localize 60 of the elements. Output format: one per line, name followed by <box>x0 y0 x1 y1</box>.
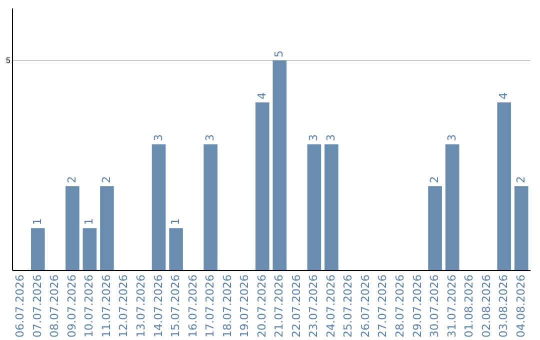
x-tick-label: 23.07.2026 <box>307 274 320 338</box>
data-label: 1 <box>30 218 44 226</box>
x-tick-label: 19.07.2026 <box>238 274 252 338</box>
bar <box>255 102 270 270</box>
x-tick-label: 02.08.2026 <box>480 274 493 338</box>
data-label: 2 <box>428 176 442 184</box>
bar <box>82 228 97 270</box>
x-tick-label: 14.07.2026 <box>152 274 165 338</box>
x-tick-label: 03.08.2026 <box>497 274 510 338</box>
bar <box>445 144 460 270</box>
data-label: 1 <box>82 218 96 226</box>
data-label: 3 <box>152 134 165 142</box>
x-tick-label: 16.07.2026 <box>186 274 200 338</box>
x-tick-label: 08.07.2026 <box>48 274 62 338</box>
x-tick-label: 25.07.2026 <box>342 274 355 338</box>
data-label: 3 <box>204 134 217 142</box>
x-tick-label: 06.07.2026 <box>14 274 27 338</box>
x-tick-label: 26.07.2026 <box>358 274 372 338</box>
data-label: 1 <box>169 218 182 226</box>
data-label: 4 <box>255 92 268 100</box>
bar <box>428 186 442 270</box>
x-tick-label: 24.07.2026 <box>324 274 338 338</box>
x-tick-label: 09.07.2026 <box>65 274 78 338</box>
x-tick-label: 18.07.2026 <box>220 274 234 338</box>
x-tick-label: 22.07.2026 <box>290 274 303 338</box>
data-label: 3 <box>307 134 320 142</box>
bar <box>204 144 218 270</box>
x-tick-label: 01.08.2026 <box>462 274 476 338</box>
bar <box>169 228 183 270</box>
x-tick-label: 15.07.2026 <box>169 274 182 338</box>
bar <box>30 228 45 270</box>
x-tick-label: 12.07.2026 <box>117 274 130 338</box>
bar <box>324 144 338 270</box>
data-label: 5 <box>272 50 286 58</box>
x-tick-label: 07.07.2026 <box>30 274 44 338</box>
x-tick-label: 11.07.2026 <box>100 274 113 338</box>
data-label: 3 <box>324 134 338 142</box>
bar <box>66 186 80 270</box>
bar <box>152 144 166 270</box>
x-tick-label: 30.07.2026 <box>428 274 442 338</box>
data-label: 2 <box>65 176 78 184</box>
x-tick-label: 28.07.2026 <box>394 274 406 338</box>
x-tick-label: 17.07.2026 <box>204 274 217 338</box>
data-label: 4 <box>497 92 510 100</box>
x-tick-label: 04.08.2026 <box>514 274 528 338</box>
x-tick-label: 10.07.2026 <box>82 274 96 338</box>
bar <box>497 102 512 270</box>
x-tick-label: 21.07.2026 <box>272 274 286 338</box>
data-label: 2 <box>514 176 528 184</box>
bar <box>307 144 322 270</box>
x-tick-label: 27.07.2026 <box>376 274 390 338</box>
bar <box>272 60 287 270</box>
x-tick-label: 31.07.2026 <box>445 274 458 338</box>
bar <box>514 186 528 270</box>
x-tick-label: 29.07.2026 <box>410 274 424 338</box>
data-label: 3 <box>445 134 458 142</box>
x-tick-label: 13.07.2026 <box>134 274 148 338</box>
x-tick-label: 20.07.2026 <box>255 274 268 338</box>
data-label: 2 <box>100 176 113 184</box>
bar <box>100 186 114 270</box>
